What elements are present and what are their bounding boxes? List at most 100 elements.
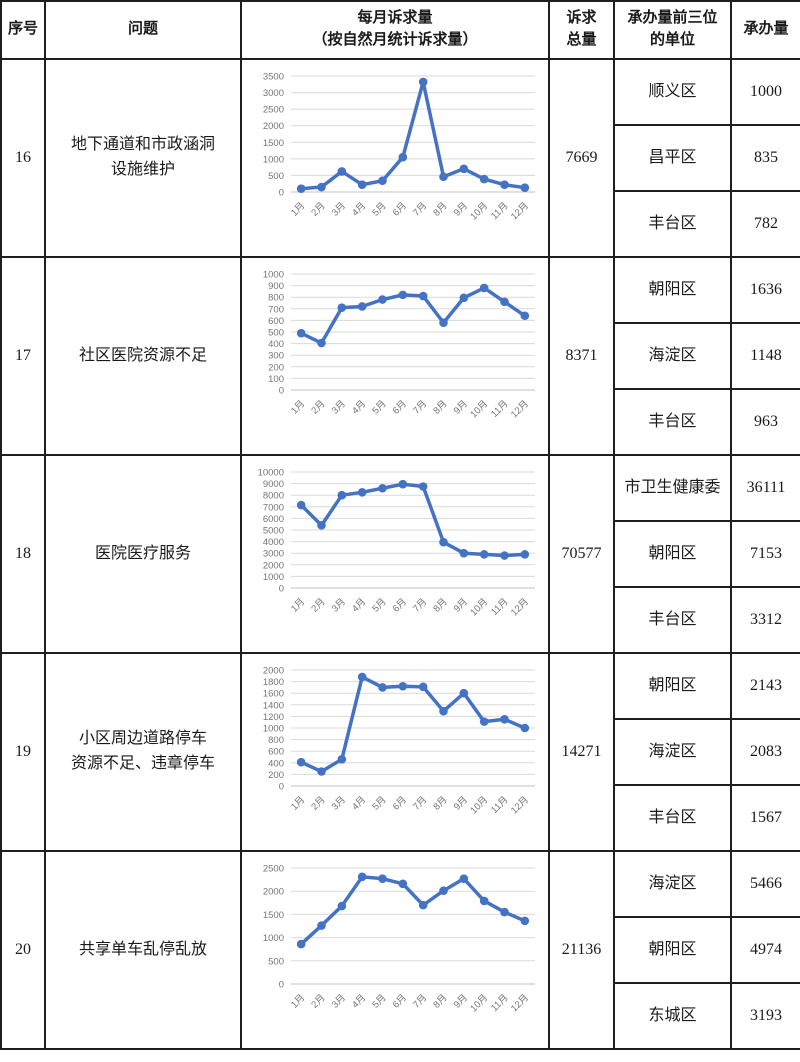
unit-name-cell: 海淀区 bbox=[613, 850, 732, 918]
x-axis-tick-label: 6月 bbox=[391, 794, 409, 812]
data-point-marker bbox=[296, 500, 306, 509]
table-body: 16 地下通道和市政涵洞 设施维护 0 500 1000 1500 2000 2500 30… bbox=[0, 58, 800, 1050]
data-point-marker bbox=[520, 723, 530, 732]
unit-name-cell: 朝阳区 bbox=[613, 652, 732, 720]
x-axis-tick-label: 7月 bbox=[411, 200, 429, 218]
total-appeals-cell: 70577 bbox=[548, 454, 615, 654]
unit-name-cell: 东城区 bbox=[613, 982, 732, 1050]
x-axis-tick-label: 10月 bbox=[468, 200, 490, 222]
table-row: 17 社区医院资源不足 0 100 200 300 400 500 600 700 800 900… bbox=[0, 256, 800, 456]
y-axis-tick-label: 5000 bbox=[263, 525, 284, 536]
y-axis-tick-label: 900 bbox=[268, 281, 284, 292]
unit-volume-cell: 835 bbox=[730, 124, 800, 192]
x-axis-tick-label: 3月 bbox=[330, 398, 348, 416]
y-axis-tick-label: 800 bbox=[268, 735, 284, 746]
unit-volume-cell: 7153 bbox=[730, 520, 800, 588]
monthly-chart-cell: 0 100 200 300 400 500 600 700 800 900 1000 1月 2月 3月 4月… bbox=[240, 256, 550, 456]
y-axis-tick-label: 200 bbox=[268, 362, 284, 373]
table-subrow: 丰台区 963 bbox=[1, 388, 800, 456]
data-point-marker bbox=[378, 483, 387, 493]
unit-volume-cell: 1148 bbox=[730, 322, 800, 390]
x-axis-tick-label: 12月 bbox=[509, 794, 531, 816]
y-axis-tick-label: 9000 bbox=[263, 479, 284, 490]
y-axis-tick-label: 3000 bbox=[263, 88, 284, 99]
x-axis-tick-label: 2月 bbox=[309, 398, 327, 416]
data-point-marker bbox=[296, 328, 306, 338]
data-point-marker bbox=[479, 174, 489, 183]
unit-name-cell: 朝阳区 bbox=[613, 916, 732, 984]
y-axis-tick-label: 300 bbox=[268, 350, 284, 361]
x-axis-tick-label: 7月 bbox=[411, 794, 429, 812]
x-axis-tick-label: 6月 bbox=[391, 398, 409, 416]
table-subrow: 东城区 3193 bbox=[1, 982, 800, 1050]
data-point-marker bbox=[439, 537, 448, 547]
y-axis-tick-label: 0 bbox=[279, 583, 284, 594]
y-axis-tick-label: 0 bbox=[279, 385, 284, 396]
data-point-marker bbox=[418, 291, 428, 300]
unit-name-cell: 顺义区 bbox=[613, 58, 732, 126]
y-axis-tick-label: 1000 bbox=[263, 933, 284, 944]
table-row: 19 小区周边道路停车 资源不足、违章停车 0 200 400 600 800 1000 1… bbox=[0, 652, 800, 852]
y-axis-tick-label: 4000 bbox=[263, 537, 284, 548]
y-axis-tick-label: 1600 bbox=[263, 688, 284, 699]
x-axis-tick-label: 10月 bbox=[468, 398, 490, 420]
y-axis-tick-label: 6000 bbox=[263, 513, 284, 524]
monthly-line-chart: 0 500 1000 1500 2000 2500 1月 2月 3月 4月 5月 6月 7月 8月 9月10… bbox=[263, 863, 535, 1014]
x-axis-tick-label: 6月 bbox=[391, 596, 409, 614]
data-point-marker bbox=[500, 550, 509, 560]
y-axis-tick-label: 500 bbox=[268, 956, 284, 967]
data-point-marker bbox=[317, 338, 326, 347]
x-axis-tick-label: 4月 bbox=[350, 200, 368, 218]
x-axis-tick-label: 6月 bbox=[391, 200, 409, 218]
data-point-marker bbox=[479, 716, 489, 726]
data-point-marker bbox=[439, 886, 448, 895]
data-point-marker bbox=[479, 283, 489, 292]
table-subrow: 海淀区 2083 bbox=[1, 718, 800, 786]
x-axis-tick-label: 4月 bbox=[350, 398, 368, 416]
table-subrow: 海淀区 1148 bbox=[1, 322, 800, 390]
data-point-marker bbox=[479, 896, 489, 905]
unit-name-cell: 市卫生健康委 bbox=[613, 454, 732, 522]
data-point-marker bbox=[357, 872, 367, 881]
data-point-marker bbox=[418, 900, 428, 910]
monthly-line-chart: 0 500 1000 1500 2000 2500 3000 3500 1月 2月 3月 4月 5月 6月… bbox=[263, 71, 535, 222]
total-appeals-cell: 8371 bbox=[548, 256, 615, 456]
x-axis-tick-label: 8月 bbox=[431, 794, 449, 812]
unit-name-cell: 朝阳区 bbox=[613, 256, 732, 324]
table-row: 20 共享单车乱停乱放 0 500 1000 1500 2000 2500 1月 2月 3月 4月… bbox=[0, 850, 800, 1050]
total-appeals-cell: 7669 bbox=[548, 58, 615, 258]
y-axis-tick-label: 3500 bbox=[263, 71, 284, 82]
y-axis-tick-label: 7000 bbox=[263, 502, 284, 513]
data-point-marker bbox=[357, 672, 367, 681]
table-row: 18 医院医疗服务 0 1000 2000 3000 4000 5000 6000 7000 8… bbox=[0, 454, 800, 654]
data-point-marker bbox=[398, 290, 408, 299]
x-axis-tick-label: 5月 bbox=[370, 596, 388, 614]
data-series-line bbox=[301, 79, 526, 191]
data-point-marker bbox=[459, 688, 469, 698]
monthly-chart-cell: 0 200 400 600 800 1000 1200 1400 1600 1800 2000 1月 2… bbox=[240, 652, 550, 852]
x-axis-tick-label: 10月 bbox=[468, 794, 490, 816]
data-point-marker bbox=[317, 520, 326, 530]
header-monthly-appeals: 每月诉求量 （按自然月统计诉求量） bbox=[240, 0, 550, 60]
unit-volume-cell: 1000 bbox=[730, 58, 800, 126]
unit-volume-cell: 3193 bbox=[730, 982, 800, 1050]
x-axis-tick-label: 9月 bbox=[452, 200, 470, 218]
x-axis-tick-label: 2月 bbox=[309, 992, 327, 1010]
total-appeals-cell: 14271 bbox=[548, 652, 615, 852]
data-point-marker bbox=[337, 166, 347, 176]
unit-volume-cell: 5466 bbox=[730, 850, 800, 918]
x-axis-tick-label: 8月 bbox=[431, 992, 449, 1010]
data-point-marker bbox=[317, 182, 326, 191]
x-axis-tick-label: 10月 bbox=[468, 992, 490, 1014]
data-point-marker bbox=[459, 873, 469, 883]
x-axis-tick-label: 2月 bbox=[309, 596, 327, 614]
y-axis-tick-label: 1000 bbox=[263, 571, 284, 582]
x-axis-tick-label: 5月 bbox=[370, 200, 388, 218]
data-point-marker bbox=[398, 879, 408, 888]
data-point-marker bbox=[500, 297, 509, 306]
data-point-marker bbox=[296, 757, 306, 767]
x-axis-tick-label: 3月 bbox=[330, 596, 348, 614]
data-series-line bbox=[300, 674, 526, 773]
unit-volume-cell: 4974 bbox=[730, 916, 800, 984]
